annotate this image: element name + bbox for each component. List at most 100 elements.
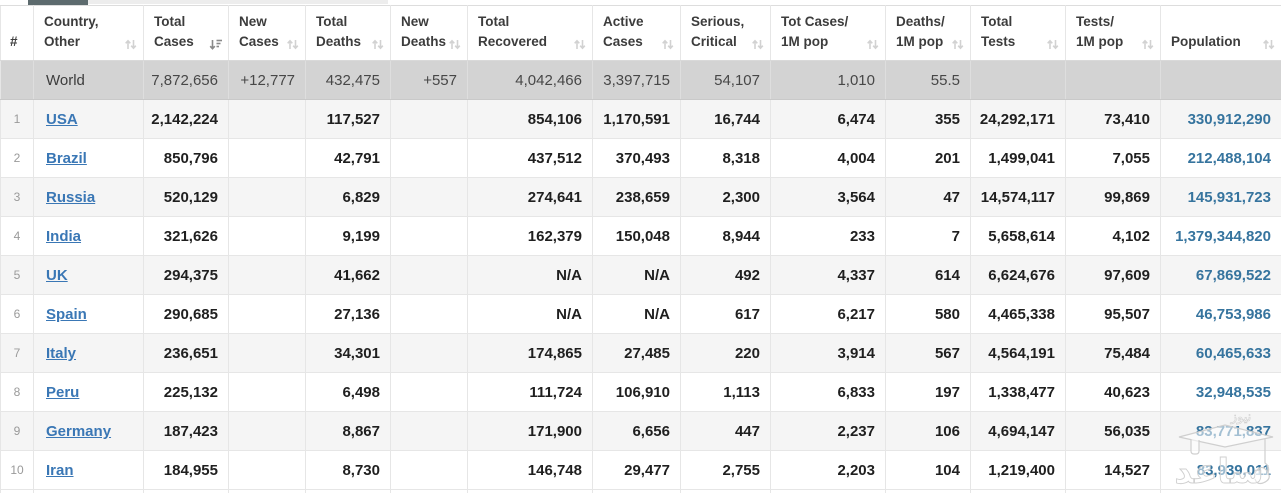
country-link[interactable]: Iran: [46, 461, 74, 479]
table-row-cell-population: 67,869,522: [1160, 255, 1281, 296]
table-row-cell-deaths-1m: 197: [885, 372, 971, 413]
col-header-new-cases[interactable]: New Cases: [228, 5, 306, 62]
table-row-cell-total-cases: 294,375: [143, 255, 229, 296]
sort-icon: [371, 37, 385, 50]
col-header-label-line: Recovered: [478, 33, 548, 49]
table-row-cell-serious-critical: 1,113: [680, 372, 771, 413]
table-row-cell-total-recovered: 111,724: [467, 372, 593, 413]
table-row-cell-deaths-1m: 7: [885, 216, 971, 257]
table-row-cell-total-cases: 187,423: [143, 411, 229, 452]
table-row-cell-cases-1m: 6,217: [770, 294, 886, 335]
table-row-cell-total-deaths: 6,498: [305, 372, 391, 413]
table-row-cell-population: 145,931,723: [1160, 177, 1281, 218]
table-row-cell-deaths-1m: 580: [885, 294, 971, 335]
country-link[interactable]: Brazil: [46, 149, 87, 167]
table-row-cell-total-cases: 184,955: [143, 450, 229, 491]
col-header-total-tests[interactable]: Total Tests: [970, 5, 1066, 62]
table-row: 7 Italy 236,651 34,301 174,865 27,485 220 3,914…: [0, 333, 1281, 374]
table-row-cell-new-deaths: [390, 255, 468, 296]
table-row-cell-total-deaths: 34,301: [305, 333, 391, 374]
table-row-cell-new-deaths: [390, 333, 468, 374]
col-header-label-line: Other: [44, 33, 81, 49]
table-row-cell-rank: 4: [0, 216, 34, 257]
col-header-new-deaths[interactable]: New Deaths: [390, 5, 468, 62]
table-row-cell-total-tests: 5,658,614: [970, 216, 1066, 257]
col-header-deaths-1m[interactable]: Deaths/1M pop: [885, 5, 971, 62]
col-header-tests-1m[interactable]: Tests/1M pop: [1065, 5, 1161, 62]
col-header-population[interactable]: Population: [1160, 5, 1281, 62]
table-row-cell-new-cases: [228, 177, 306, 218]
table-row-cell-rank: 7: [0, 333, 34, 374]
table-body: World 7,872,656 +12,777 432,475 +557 4,042,46…: [0, 60, 1281, 493]
table-row-cell-total-deaths: 117,527: [305, 99, 391, 140]
country-link[interactable]: UK: [46, 266, 68, 284]
table-row-cell-country: Peru: [33, 372, 144, 413]
table-row-cell-total-deaths: 8,867: [305, 411, 391, 452]
table-row-cell-country: UK: [33, 255, 144, 296]
table-row-cell-tests-1m: 95,507: [1065, 294, 1161, 335]
table-row: 3 Russia 520,129 6,829 274,641 238,659 2,300 3,…: [0, 177, 1281, 218]
table-row-cell-new-cases: [228, 255, 306, 296]
table-row-cell-active-cases: 6,656: [592, 411, 681, 452]
table-row-cell-total-deaths: 27,136: [305, 294, 391, 335]
table-row-cell-active-cases: 1,170,591: [592, 99, 681, 140]
col-header-label-line: Critical: [691, 33, 737, 49]
col-header-country[interactable]: Country, Other: [33, 5, 144, 62]
world-row-cell-population: [1160, 60, 1281, 101]
country-link[interactable]: Spain: [46, 305, 87, 323]
table-row-cell-deaths-1m: 104: [885, 450, 971, 491]
table-row-cell-serious-critical: 8,944: [680, 216, 771, 257]
col-header-active-cases[interactable]: Active Cases: [592, 5, 681, 62]
col-header-serious-critical[interactable]: Serious, Critical: [680, 5, 771, 62]
table-row-cell-population: 1,379,344,820: [1160, 216, 1281, 257]
table-row-cell-new-cases: [228, 450, 306, 491]
table-row-cell-tests-1m: 56,035: [1065, 411, 1161, 452]
sort-icon: [1141, 37, 1155, 50]
world-row-cell-deaths-1m: 55.5: [885, 60, 971, 101]
table-row-cell-tests-1m: 99,869: [1065, 177, 1161, 218]
country-link[interactable]: Italy: [46, 344, 77, 362]
table-row-cell-deaths-1m: 201: [885, 138, 971, 179]
col-header-cases-1m[interactable]: Tot Cases/1M pop: [770, 5, 886, 62]
country-link[interactable]: USA: [46, 110, 78, 128]
table-row-cell-total-deaths: 8,730: [305, 450, 391, 491]
col-header-total-cases[interactable]: Total Cases: [143, 5, 229, 62]
table-row-cell-country: Spain: [33, 294, 144, 335]
world-row-cell-total-recovered: 4,042,466: [467, 60, 593, 101]
country-link[interactable]: Peru: [46, 383, 80, 401]
table-row-cell-total-cases: 520,129: [143, 177, 229, 218]
col-header-label-line: New: [239, 14, 267, 29]
table-row-cell-total-cases: 290,685: [143, 294, 229, 335]
table-row-cell-population: 83,771,837: [1160, 411, 1281, 452]
col-header-label-line: Cases: [239, 33, 279, 49]
table-row-cell-active-cases: 150,048: [592, 216, 681, 257]
table-row-cell-serious-critical: 8,318: [680, 138, 771, 179]
col-header-label-line: Tot Cases/: [781, 14, 849, 29]
table-row-cell-active-cases: N/A: [592, 294, 681, 335]
table-row-cell-deaths-1m: 567: [885, 333, 971, 374]
table-row-cell-total-cases: 236,651: [143, 333, 229, 374]
table-row-cell-population: 32,948,535: [1160, 372, 1281, 413]
col-header-total-recovered[interactable]: Total Recovered: [467, 5, 593, 62]
table-row-cell-total-deaths: 6,829: [305, 177, 391, 218]
table-row-cell-new-deaths: [390, 450, 468, 491]
table-row-cell-active-cases: 238,659: [592, 177, 681, 218]
table-row-cell-total-recovered: 854,106: [467, 99, 593, 140]
col-header-total-deaths[interactable]: Total Deaths: [305, 5, 391, 62]
country-link[interactable]: Russia: [46, 188, 96, 206]
world-row-cell-country: World: [33, 60, 144, 101]
world-row-cell-active-cases: 3,397,715: [592, 60, 681, 101]
table-row-cell-cases-1m: 3,564: [770, 177, 886, 218]
table-row-cell-serious-critical: 492: [680, 255, 771, 296]
table-header-row: # Country, Other Total Cases New Cases Total Dea…: [0, 5, 1281, 62]
table-row-cell-rank: 2: [0, 138, 34, 179]
table-header: # Country, Other Total Cases New Cases Total Dea…: [0, 5, 1281, 62]
table-row-cell-population: 330,912,290: [1160, 99, 1281, 140]
top-edge-dark-segment: [28, 0, 88, 5]
world-row-cell-new-cases: +12,777: [228, 60, 306, 101]
table-row-cell-cases-1m: 4,004: [770, 138, 886, 179]
col-header-label-line: 1M pop: [896, 33, 944, 49]
world-row: World 7,872,656 +12,777 432,475 +557 4,042,46…: [0, 60, 1281, 101]
country-link[interactable]: India: [46, 227, 82, 245]
country-link[interactable]: Germany: [46, 422, 112, 440]
